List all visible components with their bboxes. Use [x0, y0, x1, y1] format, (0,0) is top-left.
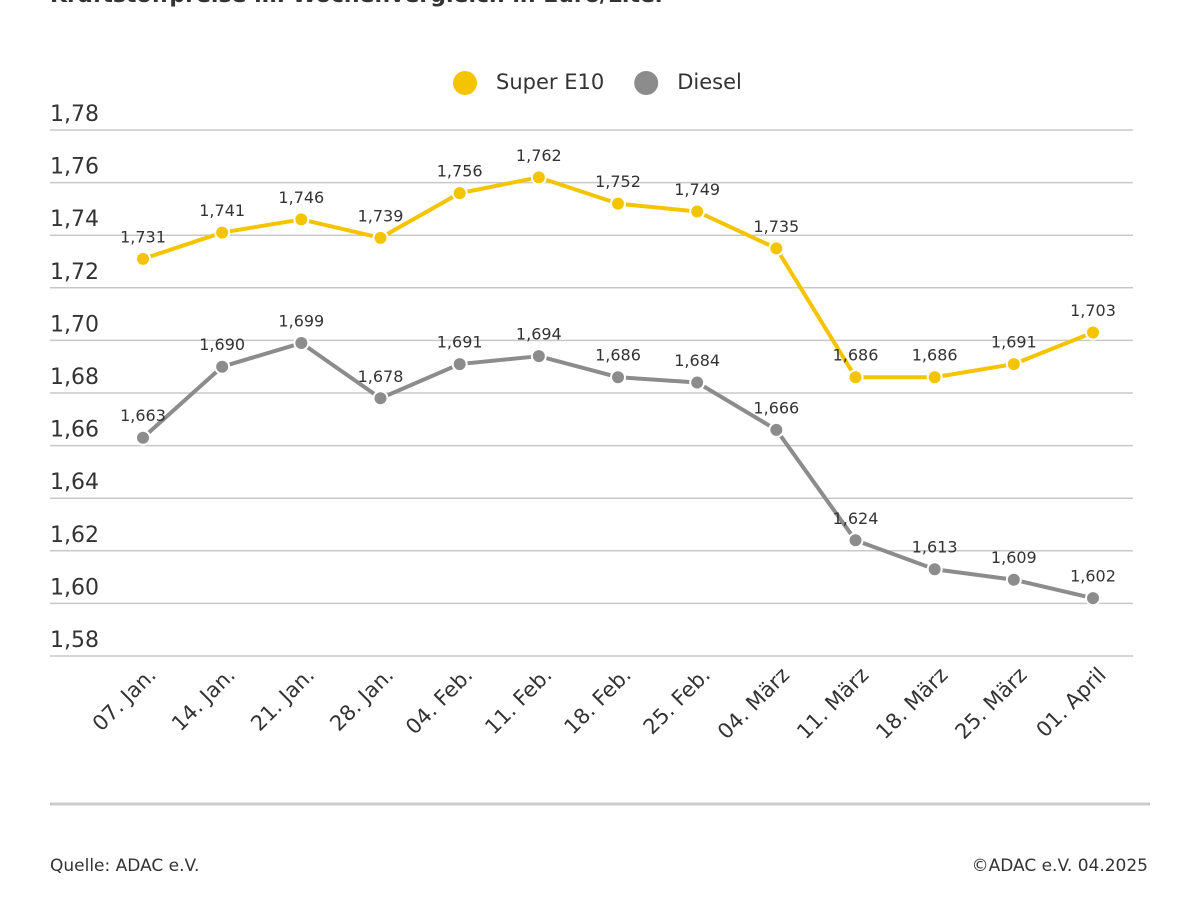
x-tick-label: 11. März — [792, 663, 873, 744]
data-point — [926, 561, 943, 578]
data-point — [451, 185, 468, 202]
data-point — [1005, 571, 1022, 588]
data-label: 1,752 — [595, 172, 641, 191]
source: Quelle: ADAC e.V. — [50, 856, 199, 876]
data-point — [1005, 356, 1022, 373]
data-label: 1,735 — [753, 217, 799, 236]
data-point — [847, 369, 864, 386]
x-tick-label: 04. Feb. — [401, 663, 477, 739]
data-label: 1,731 — [120, 227, 166, 246]
data-label: 1,613 — [912, 538, 958, 557]
data-label: 1,691 — [991, 333, 1037, 352]
data-point — [293, 335, 310, 352]
data-label: 1,756 — [437, 162, 483, 181]
data-label: 1,686 — [595, 346, 641, 365]
y-tick-label: 1,78 — [50, 102, 99, 127]
data-point — [768, 421, 785, 438]
x-tick-label: 21. Jan. — [246, 663, 319, 736]
data-point — [214, 358, 231, 375]
x-tick-label: 01. April — [1032, 663, 1111, 742]
data-label: 1,699 — [278, 312, 324, 331]
data-point — [451, 356, 468, 373]
data-label: 1,739 — [358, 206, 404, 225]
data-label: 1,624 — [833, 509, 879, 528]
data-label: 1,749 — [674, 180, 720, 199]
x-tick-label: 18. Feb. — [559, 663, 635, 739]
x-tick-label: 07. Jan. — [88, 663, 161, 736]
data-label: 1,684 — [674, 351, 720, 370]
y-tick-label: 1,66 — [50, 418, 99, 443]
data-point — [135, 250, 151, 267]
y-tick-label: 1,64 — [50, 470, 99, 495]
data-label: 1,691 — [437, 333, 483, 352]
data-label: 1,762 — [516, 146, 562, 165]
y-tick-label: 1,60 — [50, 575, 99, 600]
legend-label: Diesel — [677, 70, 742, 94]
x-tick-label: 04. März — [713, 663, 794, 744]
data-point — [689, 203, 706, 220]
data-point — [610, 369, 626, 386]
data-point — [610, 195, 626, 212]
data-point — [530, 169, 547, 186]
data-point — [1085, 590, 1101, 607]
y-tick-label: 1,58 — [50, 628, 99, 653]
data-label: 1,746 — [278, 188, 324, 207]
data-label: 1,703 — [1070, 301, 1116, 320]
x-tick-label: 18. März — [871, 663, 952, 744]
x-tick-label: 14. Jan. — [167, 663, 240, 736]
legend-label: Super E10 — [496, 70, 604, 94]
x-tick-label: 28. Jan. — [325, 663, 398, 736]
legend-marker — [634, 71, 659, 95]
legend-marker — [453, 71, 477, 95]
x-tick-label: 25. März — [950, 663, 1031, 744]
data-label: 1,678 — [358, 367, 404, 386]
data-point — [1085, 324, 1101, 341]
x-tick-label: 11. Feb. — [480, 663, 556, 739]
data-point — [214, 224, 231, 241]
data-label: 1,741 — [199, 201, 245, 220]
data-point — [689, 374, 706, 391]
data-label: 1,609 — [991, 548, 1037, 567]
y-tick-label: 1,62 — [50, 523, 99, 548]
y-tick-label: 1,70 — [50, 312, 99, 337]
data-label: 1,602 — [1070, 567, 1116, 586]
data-point — [768, 240, 785, 257]
data-point — [847, 532, 864, 549]
data-point — [372, 229, 389, 246]
y-tick-label: 1,72 — [50, 260, 99, 285]
data-point — [135, 429, 151, 446]
chart-title: Kraftstoffpreise im Wochenvergleich in E… — [50, 0, 666, 8]
x-tick-label: 25. Feb. — [639, 663, 715, 739]
y-tick-label: 1,74 — [50, 207, 99, 232]
data-label: 1,663 — [120, 406, 166, 425]
data-label: 1,690 — [199, 335, 245, 354]
data-label: 1,694 — [516, 325, 562, 344]
data-label: 1,666 — [753, 398, 799, 417]
data-point — [372, 390, 389, 407]
data-point — [926, 369, 943, 386]
copyright: ©ADAC e.V. 04.2025 — [972, 856, 1148, 876]
data-point — [293, 211, 310, 228]
data-point — [530, 348, 547, 365]
y-tick-label: 1,76 — [50, 155, 99, 180]
data-label: 1,686 — [833, 346, 879, 365]
y-tick-label: 1,68 — [50, 365, 99, 390]
data-label: 1,686 — [912, 346, 958, 365]
